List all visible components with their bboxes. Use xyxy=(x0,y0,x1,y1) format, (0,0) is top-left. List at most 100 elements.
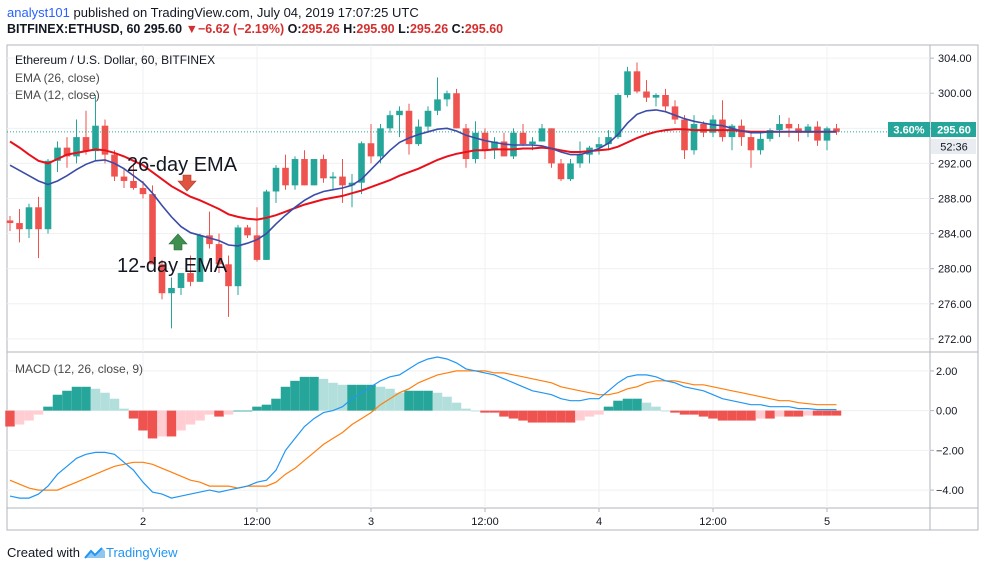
publisher-line: analyst101 published on TradingView.com,… xyxy=(7,5,419,20)
annotations: 26-day EMA 12-day EMA xyxy=(117,154,238,277)
macd-hist-bar xyxy=(717,410,728,421)
candle-body xyxy=(776,123,783,131)
chart-frame xyxy=(6,44,979,531)
price-axis[interactable]: 272.00276.00280.00284.00288.00292.00296.… xyxy=(930,53,972,346)
candle-body xyxy=(6,220,14,224)
candle-body xyxy=(367,143,375,157)
candle-body xyxy=(453,93,460,129)
x-tick-label: 12:00 xyxy=(243,516,271,528)
y-tick-label: 284.00 xyxy=(938,229,972,241)
macd-hist-bar xyxy=(755,410,766,419)
macd-hist-bar xyxy=(261,404,272,411)
macd-histogram xyxy=(5,376,842,439)
legend-macd: MACD (12, 26, close, 9) xyxy=(15,362,143,376)
macd-hist-bar xyxy=(822,410,832,416)
macd-hist-bar xyxy=(138,410,148,431)
legend-ema26: EMA (26, close) xyxy=(15,71,100,85)
candle-body xyxy=(54,147,61,161)
macd-hist-bar xyxy=(5,410,15,427)
candle-body xyxy=(681,119,688,151)
candle-body xyxy=(234,227,242,287)
candle-body xyxy=(272,167,280,192)
high-value: 295.90 xyxy=(356,22,395,36)
candle-body xyxy=(187,273,194,282)
countdown-tag xyxy=(931,139,976,154)
candle-body xyxy=(225,264,232,287)
y-tick-label: 288.00 xyxy=(938,194,972,206)
candle-body xyxy=(605,137,612,145)
price-tags: 3.60% 295.60 52:36 xyxy=(888,122,976,154)
macd-hist-bar xyxy=(62,390,72,411)
candle-body xyxy=(823,128,831,141)
candle-body xyxy=(396,110,403,116)
chart-canvas[interactable]: 26-day EMA 12-day EMA Ethereum / U.S. Do… xyxy=(0,0,987,540)
candle-body xyxy=(833,128,840,132)
candle-body xyxy=(16,223,23,230)
time-axis[interactable]: 2 12:00 3 12:00 4 12:00 5 xyxy=(140,508,830,528)
tradingview-label: TradingView xyxy=(105,545,178,560)
macd-hist-bar xyxy=(518,410,528,421)
macd-hist-bar xyxy=(252,406,262,411)
macd-hist-bar xyxy=(812,410,823,416)
macd-hist-bar xyxy=(90,388,101,411)
macd-hist-bar xyxy=(584,410,595,417)
macd-hist-bar xyxy=(185,410,196,425)
macd-hist-bar xyxy=(470,410,481,412)
macd-hist-bar xyxy=(613,400,623,411)
macd-hist-bar xyxy=(556,410,566,423)
candle-body xyxy=(35,207,42,230)
macd-hist-bar xyxy=(793,410,804,417)
author-link[interactable]: analyst101 xyxy=(7,5,70,20)
macd-hist-bar xyxy=(24,410,34,421)
close-value: 295.60 xyxy=(464,22,504,36)
candle-body xyxy=(282,167,289,186)
candle-body xyxy=(196,235,204,282)
last-price: 295.60 xyxy=(143,22,183,36)
macd-hist-bar xyxy=(328,382,338,411)
candle-body xyxy=(405,110,413,145)
candle-body xyxy=(73,137,80,157)
candle-body xyxy=(529,141,536,145)
macd-hist-bar xyxy=(499,410,509,417)
macd-hist-bar xyxy=(461,408,471,411)
candle-body xyxy=(301,159,308,186)
ema12-annotation: 12-day EMA xyxy=(117,255,228,277)
macd-hist-bar xyxy=(594,410,604,415)
macd-axis[interactable]: −4.00 −2.00 0.00 2.00 xyxy=(930,366,964,497)
down-arrow-icon: ▼ xyxy=(185,22,198,36)
macd-hist-bar xyxy=(784,410,794,417)
candle-body xyxy=(766,130,774,139)
candle-body xyxy=(120,176,128,181)
macd-hist-bar xyxy=(432,392,443,411)
macd-hist-bar xyxy=(385,388,395,411)
macd-hist-bar xyxy=(242,410,253,412)
candle-body xyxy=(491,141,498,151)
candle-body xyxy=(177,273,185,288)
macd-hist-bar xyxy=(109,398,120,411)
candle-body xyxy=(263,191,270,260)
y-tick-label: 276.00 xyxy=(938,299,972,311)
x-tick-label: 3 xyxy=(368,516,374,528)
tradingview-brand[interactable]: TradingView xyxy=(84,545,178,560)
macd-hist-bar xyxy=(233,410,243,412)
macd-hist-bar xyxy=(195,410,205,421)
legend-title: Ethereum / U.S. Dollar, 60, BITFINEX xyxy=(15,53,215,67)
footer: Created with TradingView xyxy=(7,545,178,560)
macd-hist-bar xyxy=(641,402,652,411)
candle-body xyxy=(139,187,147,195)
candle-body xyxy=(595,144,603,148)
macd-hist-bar xyxy=(52,394,63,411)
y-tick-label: 304.00 xyxy=(938,53,972,65)
macd-hist-bar xyxy=(527,410,538,423)
macd-tick-label: 2.00 xyxy=(936,366,957,378)
percent-tag xyxy=(888,122,930,137)
candle-body xyxy=(386,115,394,129)
macd-hist-bar xyxy=(337,384,348,411)
macd-hist-bar xyxy=(318,378,329,411)
candle-body xyxy=(747,137,755,151)
price-grid xyxy=(7,45,930,352)
candle-body xyxy=(519,132,527,145)
macd-hist-bar xyxy=(157,410,167,437)
ema26-annotation: 26-day EMA xyxy=(127,154,238,176)
macd-hist-bar xyxy=(698,410,709,417)
